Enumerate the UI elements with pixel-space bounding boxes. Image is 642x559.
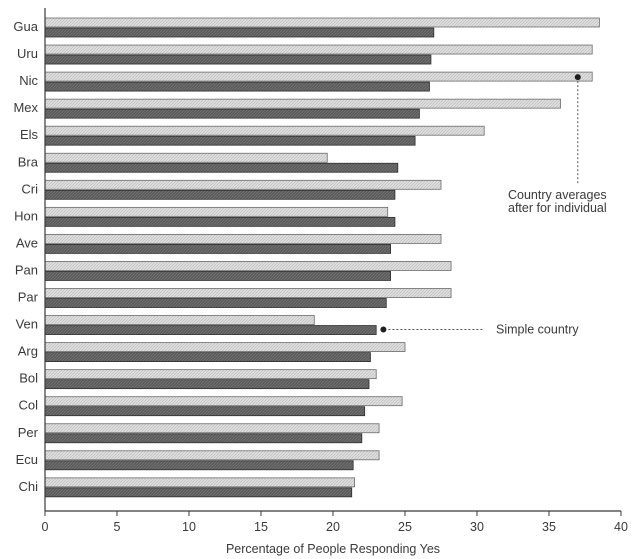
category-label-cri: Cri <box>21 181 38 196</box>
category-label-nic: Nic <box>19 73 38 88</box>
x-tick-label-40: 40 <box>614 520 628 534</box>
bar-bra-series-1 <box>44 152 328 163</box>
bar-ven-series-2 <box>44 325 377 335</box>
category-label-chi: Chi <box>18 479 38 494</box>
category-label-pan: Pan <box>15 262 38 277</box>
labels-layer: Gua Uru Nic Mex Els Bra Cri Hon Ave Pan Par Ven Arg B… <box>13 19 628 556</box>
bar-nic-series-2 <box>44 81 430 92</box>
bar-gua-series-1 <box>44 17 600 28</box>
annotations-layer <box>380 74 581 333</box>
x-tick-label-15: 15 <box>254 520 268 534</box>
bar-gua-series-2 <box>44 27 435 38</box>
bar-cri-series-1 <box>44 179 442 190</box>
bar-par-series-1 <box>44 288 452 298</box>
category-label-ven: Ven <box>16 317 38 332</box>
bar-hon-series-2 <box>44 216 396 227</box>
bars-layer <box>44 17 600 498</box>
category-label-par: Par <box>18 290 39 305</box>
axes <box>44 8 622 516</box>
category-label-per: Per <box>18 425 39 440</box>
bar-nic-series-1 <box>44 71 593 82</box>
bar-chi-series-1 <box>44 477 356 488</box>
bar-pan-series-1 <box>44 261 452 271</box>
bar-bol-series-2 <box>44 379 370 390</box>
bar-mex-series-2 <box>44 108 420 119</box>
annotation-marker-simple-country <box>380 326 387 333</box>
bar-ave-series-1 <box>44 233 442 244</box>
category-label-mex: Mex <box>13 100 38 115</box>
bar-per-series-2 <box>44 433 363 444</box>
bar-ave-series-2 <box>44 243 392 254</box>
bar-chi-series-2 <box>44 487 353 498</box>
bar-arg-series-2 <box>44 352 371 363</box>
category-label-uru: Uru <box>17 46 38 61</box>
bar-uru-series-1 <box>44 44 593 55</box>
bar-hon-series-1 <box>44 206 389 217</box>
bar-mex-series-1 <box>44 98 561 109</box>
x-tick-label-20: 20 <box>326 520 340 534</box>
bar-col-series-1 <box>44 396 403 407</box>
x-tick-label-35: 35 <box>542 520 556 534</box>
bar-bra-series-2 <box>44 162 399 173</box>
category-label-arg: Arg <box>18 344 38 359</box>
bar-pan-series-2 <box>44 271 392 281</box>
bar-arg-series-1 <box>44 342 406 353</box>
x-axis-title: Percentage of People Responding Yes <box>226 542 440 556</box>
x-tick-label-10: 10 <box>182 520 196 534</box>
bar-uru-series-2 <box>44 54 432 65</box>
bar-col-series-2 <box>44 406 366 417</box>
category-label-gua: Gua <box>13 19 38 34</box>
category-label-bra: Bra <box>18 154 39 169</box>
annotation-text-country-averages-line-1: Country averages <box>508 188 607 202</box>
x-tick-label-30: 30 <box>470 520 484 534</box>
category-label-els: Els <box>20 127 39 142</box>
bar-els-series-1 <box>44 125 485 136</box>
category-label-bol: Bol <box>19 371 38 386</box>
bar-ecu-series-1 <box>44 450 380 461</box>
annotation-text-simple-country: Simple country <box>496 323 579 337</box>
bar-ecu-series-2 <box>44 460 354 471</box>
category-label-ecu: Ecu <box>16 452 38 467</box>
x-tick-label-25: 25 <box>398 520 412 534</box>
x-tick-label-5: 5 <box>114 520 121 534</box>
annotation-text-country-averages-line-2: after for individual <box>508 201 607 215</box>
bar-ven-series-1 <box>44 315 315 325</box>
x-tick-label-0: 0 <box>42 520 49 534</box>
category-label-ave: Ave <box>16 235 38 250</box>
bar-par-series-2 <box>44 298 387 308</box>
bar-els-series-2 <box>44 135 416 146</box>
category-label-col: Col <box>18 398 38 413</box>
annotation-marker-country-averages <box>574 74 581 81</box>
bar-cri-series-2 <box>44 189 396 200</box>
bar-bol-series-1 <box>44 369 377 380</box>
category-label-hon: Hon <box>14 208 38 223</box>
bar-per-series-1 <box>44 423 380 434</box>
